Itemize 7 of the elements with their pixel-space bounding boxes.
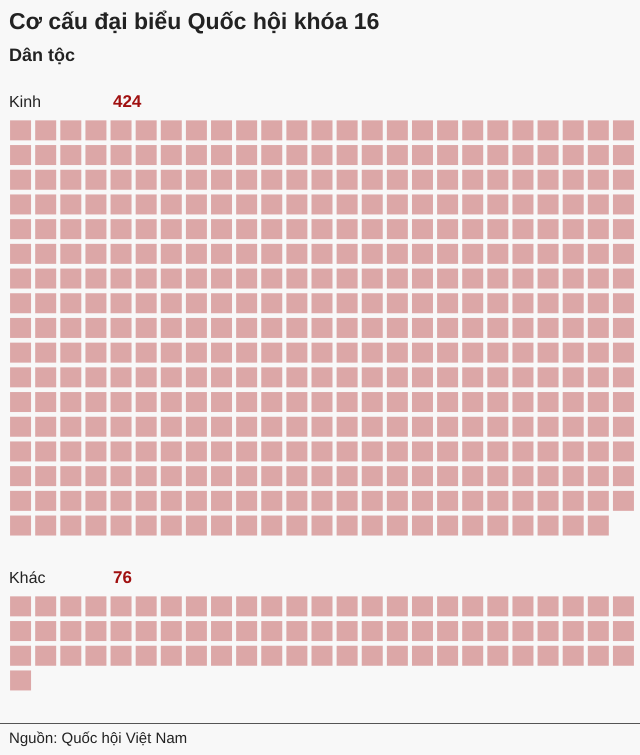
text: Nguồn: Quốc hội Việt Nam — [9, 730, 188, 747]
category-label: Kinh — [8, 94, 42, 112]
text: Dân tộc — [9, 45, 76, 66]
text: Cơ cấu đại biểu Quốc hội khóa 16 — [9, 8, 380, 35]
data-label: 424 — [113, 92, 142, 112]
data-label: 76 — [113, 568, 132, 588]
category-label: Khác — [8, 570, 46, 588]
